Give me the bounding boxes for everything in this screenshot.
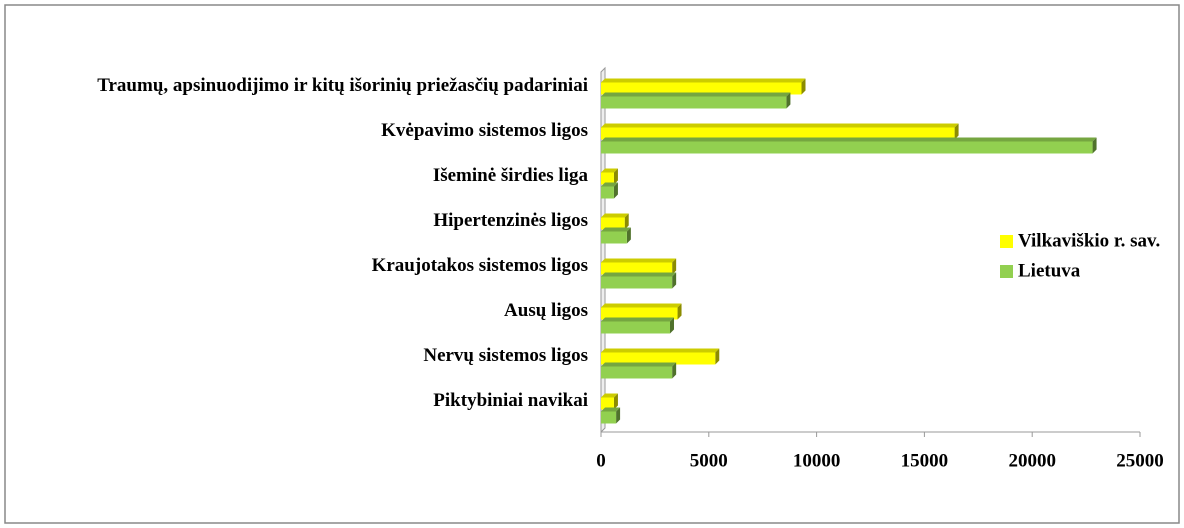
bar-top bbox=[601, 123, 959, 128]
y-tick-label: Hipertenzinės ligos bbox=[433, 210, 588, 231]
bar bbox=[601, 366, 673, 379]
bar-side bbox=[672, 258, 677, 275]
bar-side bbox=[677, 303, 682, 320]
x-tick-label: 15000 bbox=[901, 450, 949, 471]
bar bbox=[601, 127, 955, 140]
bar-side bbox=[616, 407, 621, 424]
legend-swatch bbox=[1000, 265, 1013, 278]
bar bbox=[601, 217, 625, 230]
bar-side bbox=[626, 227, 631, 244]
bar-top bbox=[601, 137, 1097, 142]
bar bbox=[601, 172, 614, 185]
bar bbox=[601, 307, 678, 320]
x-tick-label: 10000 bbox=[793, 450, 841, 471]
y-tick-label: Išeminė širdies liga bbox=[433, 165, 589, 186]
y-tick-label: Kvėpavimo sistemos ligos bbox=[381, 120, 588, 141]
bar-side bbox=[613, 182, 618, 199]
bar-top bbox=[601, 303, 682, 308]
bar bbox=[601, 141, 1093, 154]
bar-side bbox=[715, 348, 720, 365]
y-tick-label: Traumų, apsinuodijimo ir kitų išorinių p… bbox=[97, 75, 588, 96]
chart-frame bbox=[4, 4, 1180, 524]
bar-top bbox=[601, 182, 618, 187]
bar-top bbox=[601, 213, 629, 218]
x-tick-label: 25000 bbox=[1116, 450, 1164, 471]
bar bbox=[601, 231, 627, 244]
bar bbox=[601, 186, 614, 199]
bar bbox=[601, 96, 787, 109]
bar-top bbox=[601, 317, 674, 322]
bar-side bbox=[624, 213, 629, 230]
bar bbox=[601, 262, 673, 275]
bar-side bbox=[613, 393, 618, 410]
x-tick-label: 5000 bbox=[690, 450, 728, 471]
bar bbox=[601, 276, 673, 289]
bar-top bbox=[601, 393, 618, 398]
bar-top bbox=[601, 348, 720, 353]
y-tick-label: Ausų ligos bbox=[504, 300, 588, 321]
legend-swatch bbox=[1000, 235, 1013, 248]
bar-side bbox=[672, 272, 677, 289]
bar-side bbox=[801, 78, 806, 95]
legend-label: Vilkaviškio r. sav. bbox=[1018, 230, 1160, 251]
bar-top bbox=[601, 258, 677, 263]
x-tick-label: 20000 bbox=[1008, 450, 1056, 471]
bar-side bbox=[786, 92, 791, 109]
bar bbox=[601, 397, 614, 410]
y-tick-label: Nervų sistemos ligos bbox=[423, 345, 588, 366]
bar-side bbox=[669, 317, 674, 334]
bar bbox=[601, 352, 716, 365]
bar-top bbox=[601, 227, 631, 232]
bar-top bbox=[601, 168, 618, 173]
bar bbox=[601, 411, 617, 424]
bar-side bbox=[613, 168, 618, 185]
y-tick-label: Kraujotakos sistemos ligos bbox=[372, 255, 588, 276]
bar-top bbox=[601, 272, 677, 277]
bar-side bbox=[1092, 137, 1097, 154]
bar-side bbox=[672, 362, 677, 379]
x-tick-label: 0 bbox=[596, 450, 606, 471]
legend-label: Lietuva bbox=[1018, 260, 1081, 281]
bar-top bbox=[601, 407, 621, 412]
bar-top bbox=[601, 362, 677, 367]
bar-top bbox=[601, 78, 806, 83]
bar bbox=[601, 82, 802, 95]
bar-top bbox=[601, 92, 791, 97]
y-tick-label: Piktybiniai navikai bbox=[433, 390, 588, 411]
bar bbox=[601, 321, 670, 334]
bar-side bbox=[954, 123, 959, 140]
